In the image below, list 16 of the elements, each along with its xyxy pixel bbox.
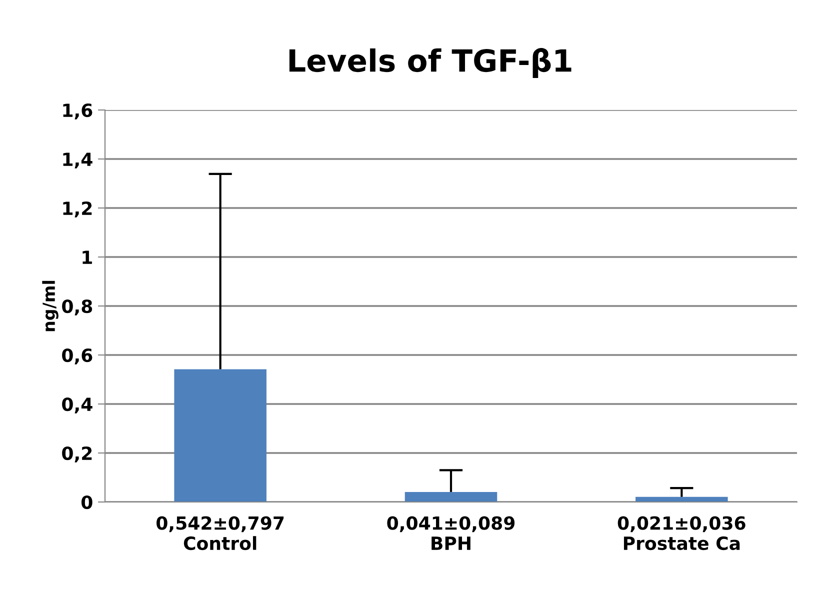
y-tick-label: 0,2	[62, 446, 92, 462]
y-tick-label: 0,6	[62, 348, 92, 364]
y-tick-label: 1,2	[63, 201, 92, 218]
y-tick-label: 1,4	[63, 152, 92, 168]
x-tick-label: 0,542±0,797 Control	[156, 516, 284, 550]
y-tick-label: 0	[81, 495, 92, 510]
y-tick-label: 0,4	[62, 397, 92, 414]
x-tick-label: 0,021±0,036 Prostate Ca	[618, 516, 746, 550]
y-axis-title: ng/ml	[42, 280, 58, 332]
bar	[174, 369, 266, 502]
bar	[404, 492, 498, 502]
y-tick-label: 1,6	[63, 103, 92, 120]
y-tick-label: 0,8	[62, 299, 92, 316]
y-tick-label: 1	[82, 250, 92, 264]
x-tick-label: 0,041±0,089 BPH	[387, 516, 515, 550]
chart-title: Levels of TGF-β1	[289, 48, 572, 78]
